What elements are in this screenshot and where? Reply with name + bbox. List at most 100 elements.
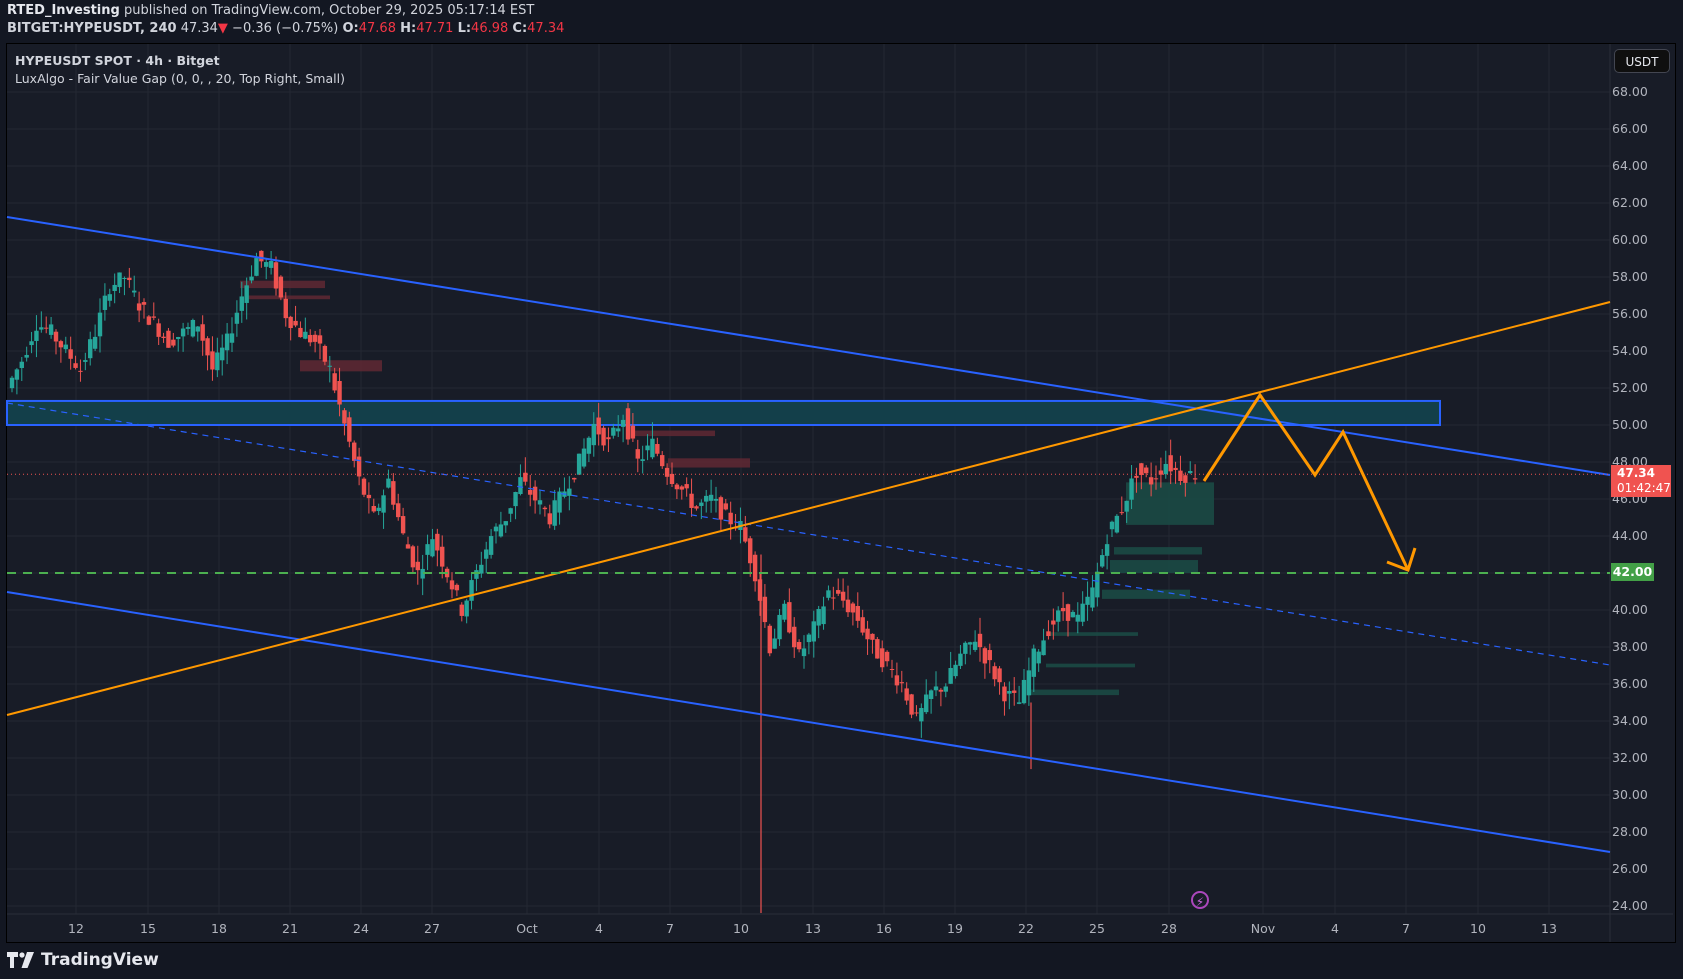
candle-body	[992, 666, 997, 680]
time-tick: 4	[1331, 921, 1339, 936]
time-tick: 7	[1402, 921, 1410, 936]
candle-body	[327, 365, 332, 367]
candle-body	[909, 694, 914, 715]
channel-upper-line	[6, 216, 1611, 476]
fvg-bullish-box	[1046, 663, 1135, 668]
candle-body	[694, 506, 699, 509]
candle-body	[454, 584, 460, 591]
candle-body	[102, 295, 108, 310]
candle-body	[1139, 463, 1144, 475]
candle-body	[317, 335, 323, 344]
candle-body	[39, 327, 44, 330]
candle-body	[112, 284, 117, 291]
candle-body	[34, 330, 39, 341]
candle-body	[391, 481, 396, 505]
resistance-zone	[6, 399, 1441, 427]
candle-body	[816, 609, 821, 626]
candle-body	[855, 606, 860, 621]
candle-body	[997, 668, 1002, 683]
publish-info: RTED_Investing published on TradingView.…	[7, 3, 534, 18]
flash-event-icon[interactable]: ⚡	[1191, 891, 1209, 909]
candle-body	[283, 298, 288, 319]
candle-body	[645, 445, 650, 451]
fvg-bullish-box	[1102, 589, 1190, 599]
time-tick: 13	[805, 921, 821, 936]
legend-indicator[interactable]: LuxAlgo - Fair Value Gap (0, 0, , 20, To…	[15, 71, 345, 86]
candle-body	[425, 544, 430, 555]
candle-body	[484, 549, 489, 559]
price-tick: 54.00	[1612, 343, 1648, 358]
candle-body	[1046, 631, 1051, 637]
candle-body	[1114, 515, 1120, 533]
candle-body	[674, 484, 680, 490]
candle-body	[889, 668, 895, 670]
tradingview-logo[interactable]: TradingView	[7, 950, 159, 970]
candle-body	[870, 633, 875, 640]
candle-body	[410, 546, 416, 568]
candle-body	[185, 327, 191, 329]
legend-symbol[interactable]: HYPEUSDT SPOT · 4h · Bitget	[15, 53, 220, 68]
candle-body	[655, 444, 660, 454]
price-tick: 44.00	[1612, 528, 1648, 543]
change-value: −0.36 (−0.75%)	[232, 21, 339, 36]
candle-body	[1012, 690, 1017, 693]
candle-body	[503, 521, 508, 526]
candle-body	[1109, 521, 1115, 530]
candle-body	[625, 408, 631, 440]
currency-button[interactable]: USDT	[1614, 49, 1670, 73]
candle-body	[180, 328, 186, 337]
time-tick: 13	[1541, 921, 1557, 936]
candle-body	[767, 625, 772, 654]
time-tick: 25	[1089, 921, 1105, 936]
price-tick: 38.00	[1612, 639, 1648, 654]
time-tick: 28	[1161, 921, 1177, 936]
candle-body	[904, 688, 909, 701]
candle-body	[689, 493, 694, 508]
candle-body	[963, 642, 968, 654]
candle-body	[224, 333, 230, 351]
candle-body	[1065, 604, 1071, 621]
candle-body	[836, 590, 841, 594]
candle-body	[97, 312, 103, 337]
candle-body	[865, 628, 870, 640]
time-tick: Nov	[1250, 921, 1276, 936]
candle-body	[1153, 478, 1159, 480]
high-label: H:	[400, 21, 417, 36]
candle-body	[508, 508, 513, 514]
candle-body	[92, 336, 98, 349]
close-value: 47.34	[527, 21, 565, 36]
channel-mid-line	[6, 402, 1611, 666]
candle-body	[1100, 555, 1105, 567]
candle-body	[1021, 679, 1027, 704]
price-tick: 28.00	[1612, 824, 1648, 839]
author-name[interactable]: RTED_Investing	[7, 3, 120, 18]
price-tick: 68.00	[1612, 84, 1648, 99]
candle-body	[352, 442, 357, 461]
candle-body	[293, 320, 298, 326]
candle-body	[83, 360, 88, 362]
candle-body	[831, 597, 836, 599]
candle-body	[748, 538, 753, 564]
candle-body	[210, 351, 215, 370]
candle-body	[880, 648, 885, 668]
time-tick: Oct	[516, 921, 538, 936]
candle-body	[420, 568, 425, 579]
candle-body	[342, 410, 347, 424]
candle-body	[1016, 702, 1022, 704]
time-tick: 12	[68, 921, 84, 936]
price-tick: 60.00	[1612, 232, 1648, 247]
time-tick: 18	[211, 921, 227, 936]
candle-body	[303, 331, 308, 339]
candle-body	[1060, 607, 1066, 612]
fvg-bearish-box	[300, 360, 382, 372]
candle-body	[977, 633, 983, 648]
chart-legend[interactable]: HYPEUSDT SPOT · 4h · Bitget LuxAlgo - Fa…	[15, 52, 345, 88]
time-tick: 10	[1470, 921, 1486, 936]
price-tick: 30.00	[1612, 787, 1648, 802]
candle-body	[1168, 455, 1173, 472]
candle-body	[78, 370, 83, 372]
candle-body	[772, 638, 777, 649]
fvg-bullish-box	[1050, 632, 1138, 636]
candle-body	[29, 341, 34, 346]
